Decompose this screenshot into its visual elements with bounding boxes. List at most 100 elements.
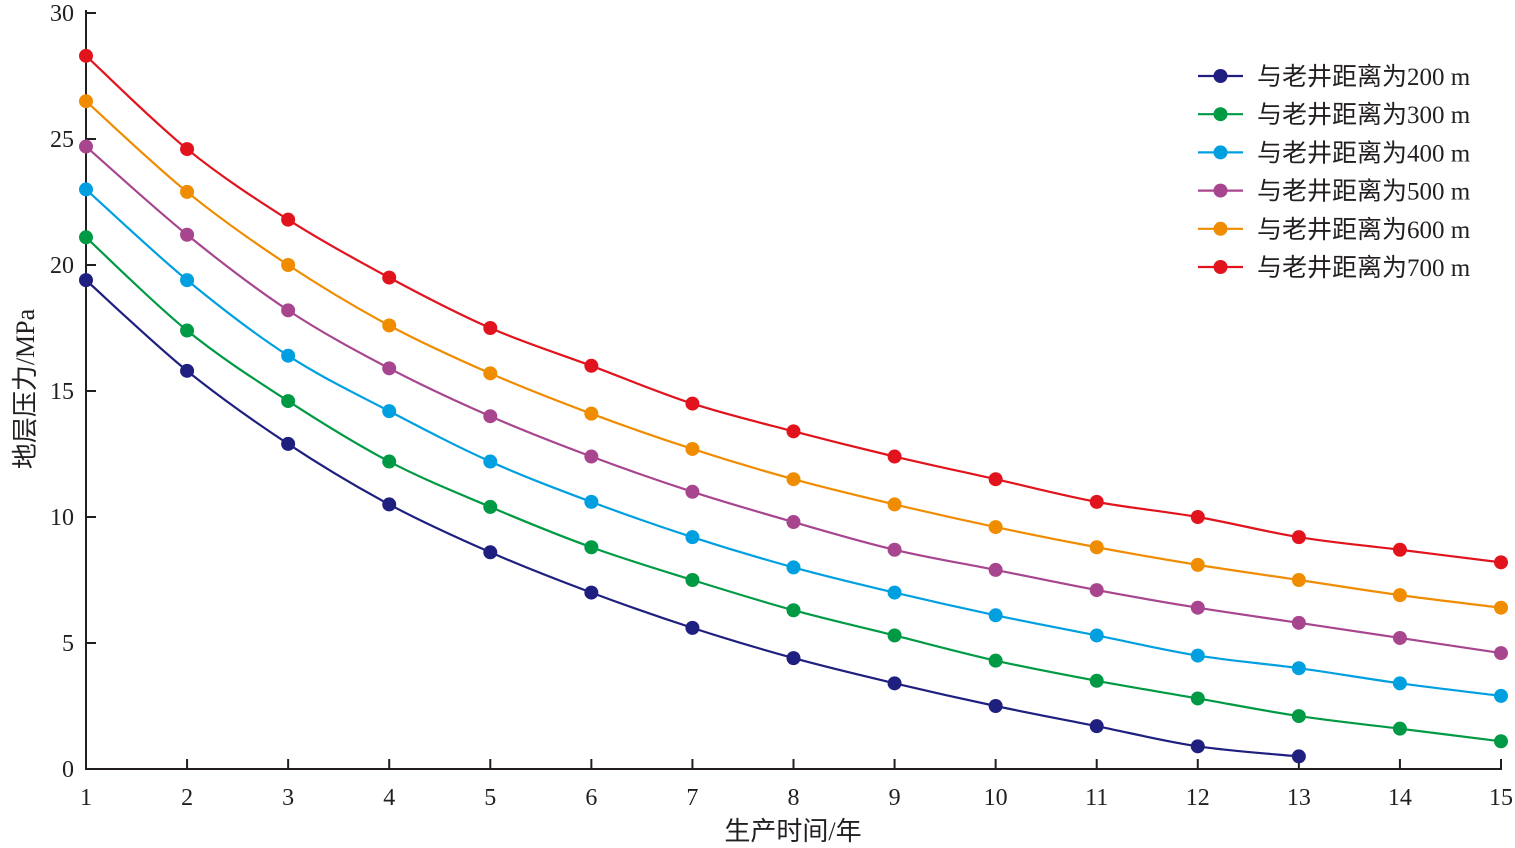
- data-point: [1494, 600, 1508, 615]
- legend-item: 与老井距离为600 m: [1198, 216, 1471, 244]
- data-point: [786, 560, 801, 575]
- x-tick-label: 15: [1489, 785, 1513, 811]
- y-ticks: 0 5 10 15 20 25 30: [50, 1, 96, 783]
- data-point: [79, 182, 93, 197]
- data-point: [79, 94, 93, 109]
- data-point: [1392, 630, 1407, 645]
- data-point: [1089, 540, 1104, 555]
- data-point: [281, 436, 296, 451]
- data-point: [281, 212, 296, 227]
- legend-item: 与老井距离为200 m: [1198, 63, 1471, 91]
- data-point: [584, 585, 599, 600]
- x-tick-label: 3: [282, 785, 294, 811]
- series-5: [79, 94, 1508, 615]
- data-point: [1392, 676, 1407, 691]
- data-point: [887, 628, 902, 643]
- data-point: [584, 358, 599, 373]
- legend-marker: [1213, 183, 1228, 198]
- data-point: [483, 366, 498, 381]
- series-line: [85, 236, 1502, 743]
- legend-marker: [1213, 260, 1228, 274]
- legend-label: 与老井距离为200 m: [1257, 63, 1471, 91]
- data-point: [584, 540, 599, 555]
- data-point: [1190, 739, 1205, 754]
- legend-label: 与老井距离为500 m: [1257, 178, 1471, 206]
- series-line: [85, 100, 1502, 609]
- data-point: [685, 530, 700, 545]
- data-point: [685, 620, 700, 635]
- data-point: [685, 573, 700, 587]
- legend: 与老井距离为200 m 与老井距离为300 m 与老井距离为400 m 与老井距离为5…: [1198, 63, 1471, 282]
- data-point: [1494, 646, 1508, 661]
- data-point: [1089, 494, 1104, 509]
- data-point: [1494, 688, 1508, 703]
- data-point: [584, 449, 599, 464]
- legend-item: 与老井距离为700 m: [1198, 254, 1471, 282]
- x-tick-label: 8: [788, 785, 800, 811]
- data-point: [79, 139, 93, 154]
- data-point: [1392, 588, 1407, 603]
- data-point: [988, 699, 1003, 713]
- data-point: [1190, 691, 1205, 706]
- series-4: [79, 139, 1508, 661]
- legend-marker: [1213, 69, 1228, 83]
- series-1: [79, 273, 1306, 764]
- y-tick-label: 5: [62, 631, 74, 657]
- data-point: [1089, 628, 1104, 643]
- data-point: [382, 497, 397, 512]
- data-point: [281, 348, 296, 363]
- data-point: [483, 409, 498, 424]
- y-tick-label: 25: [50, 127, 74, 153]
- data-point: [685, 441, 700, 456]
- series-layer: [79, 48, 1508, 764]
- data-point: [1291, 661, 1306, 676]
- data-point: [1494, 555, 1508, 570]
- data-point: [79, 48, 93, 63]
- x-tick-label: 10: [984, 785, 1008, 811]
- data-point: [1190, 648, 1205, 663]
- series-6: [79, 48, 1508, 570]
- data-point: [180, 142, 195, 157]
- data-point: [988, 608, 1003, 623]
- data-point: [1089, 719, 1104, 734]
- data-point: [887, 497, 902, 512]
- x-tick-label: 9: [889, 785, 901, 811]
- x-tick-label: 4: [383, 785, 395, 811]
- series-2: [79, 230, 1508, 749]
- data-point: [786, 651, 801, 666]
- x-tick-label: 2: [181, 785, 193, 811]
- x-tick-label: 7: [686, 785, 698, 811]
- legend-label: 与老井距离为400 m: [1257, 139, 1471, 167]
- y-tick-label: 30: [50, 1, 74, 27]
- data-point: [281, 303, 296, 318]
- y-axis-title: 地层压力/MPa: [11, 308, 40, 469]
- data-point: [1291, 530, 1306, 545]
- data-point: [1291, 709, 1306, 724]
- x-tick-label: 13: [1287, 785, 1311, 811]
- x-tick-label: 11: [1085, 785, 1108, 811]
- data-point: [988, 472, 1003, 487]
- data-point: [1089, 583, 1104, 598]
- data-point: [887, 542, 902, 557]
- data-point: [79, 273, 93, 288]
- series-3: [79, 182, 1508, 703]
- data-point: [180, 323, 195, 338]
- data-point: [483, 545, 498, 560]
- y-tick-label: 15: [50, 379, 74, 405]
- data-point: [685, 396, 700, 411]
- data-point: [786, 472, 801, 487]
- y-tick-label: 20: [50, 253, 74, 279]
- legend-item: 与老井距离为400 m: [1198, 139, 1471, 167]
- series-line: [85, 55, 1502, 564]
- data-point: [988, 653, 1003, 668]
- x-tick-label: 1: [80, 785, 92, 811]
- x-tick-label: 6: [585, 785, 597, 811]
- legend-label: 与老井距离为600 m: [1257, 216, 1471, 244]
- data-point: [584, 406, 599, 421]
- data-point: [382, 270, 397, 285]
- x-tick-label: 5: [484, 785, 496, 811]
- data-point: [382, 318, 397, 333]
- legend-label: 与老井距离为300 m: [1257, 101, 1471, 129]
- legend-item: 与老井距离为500 m: [1198, 178, 1471, 206]
